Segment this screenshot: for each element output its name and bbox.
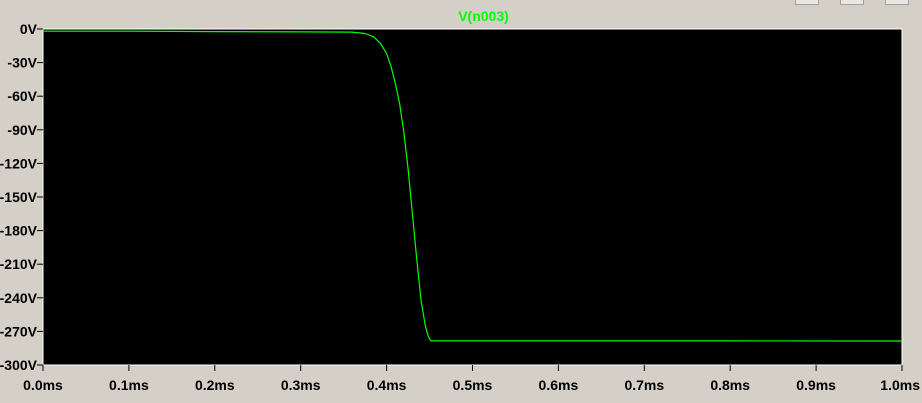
toolbar-tab (795, 0, 819, 5)
x-tick-label: 0.1ms (109, 377, 149, 393)
y-tick-label: -270V (0, 323, 38, 339)
x-tick-label: 0.0ms (23, 377, 63, 393)
plot-area (42, 28, 903, 366)
toolbar-tab (885, 0, 909, 5)
toolbar-tab (840, 0, 864, 5)
x-tick-label: 0.9ms (796, 377, 836, 393)
y-axis: 0V -30V -60V -90V -120V -150V -180V -210V -240V -… (0, 21, 43, 373)
x-tick-label: 0.5ms (453, 377, 493, 393)
y-tick-label: -210V (0, 256, 38, 272)
y-tick-label: -30V (7, 55, 37, 71)
x-tick-label: 0.7ms (624, 377, 664, 393)
x-tick-label: 0.4ms (367, 377, 407, 393)
x-tick-label: 1.0ms (880, 377, 920, 393)
series-line-v-n003 (43, 30, 903, 342)
x-tick-label: 0.3ms (281, 377, 321, 393)
y-tick-label: -90V (7, 122, 37, 138)
x-tick-label: 0.2ms (195, 377, 235, 393)
y-tick-label: -180V (0, 223, 38, 239)
x-tick-label: 0.6ms (539, 377, 579, 393)
x-tick-label: 0.8ms (710, 377, 750, 393)
y-tick-label: -60V (7, 88, 37, 104)
y-tick-label: 0V (20, 21, 38, 37)
y-tick-label: -300V (0, 357, 38, 373)
y-tick-label: -150V (0, 189, 38, 205)
trace-layer (43, 30, 903, 342)
trace-title[interactable]: V(n003) (458, 8, 509, 24)
window-top-strip (0, 0, 922, 8)
x-axis: 0.0ms 0.1ms 0.2ms 0.3ms 0.4ms 0.5ms 0.6ms 0.7ms… (23, 365, 920, 393)
y-tick-label: -120V (0, 155, 38, 171)
y-tick-label: -240V (0, 290, 38, 306)
